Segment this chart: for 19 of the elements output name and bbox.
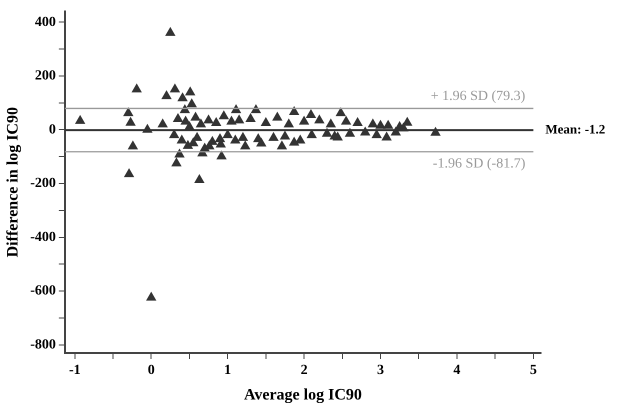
x-tick-label: 2: [300, 363, 308, 378]
x-tick-label: 5: [530, 363, 537, 378]
x-axis-title: Average log IC90: [244, 386, 362, 404]
y-tick-label: 200: [34, 68, 56, 84]
x-tick-label: 3: [377, 363, 384, 378]
y-tick-label: -800: [30, 338, 56, 353]
ref-line-label: + 1.96 SD (79.3): [430, 89, 526, 104]
y-tick-label: -400: [30, 230, 56, 245]
ref-line-label: -1.96 SD (-81.7): [432, 156, 526, 172]
x-tick-label: 4: [453, 363, 460, 378]
x-tick-label: 0: [148, 363, 155, 378]
y-tick-label: 0: [48, 122, 56, 138]
x-tick-label: -1: [68, 363, 81, 378]
y-axis-title: Difference in log IC90: [4, 107, 22, 258]
y-tick-label: 400: [34, 14, 56, 30]
y-tick-label: -600: [30, 284, 56, 299]
ref-line-label: Mean: -1.2: [545, 121, 606, 136]
y-tick-label: -200: [30, 176, 56, 192]
x-tick-label: 1: [224, 363, 232, 378]
